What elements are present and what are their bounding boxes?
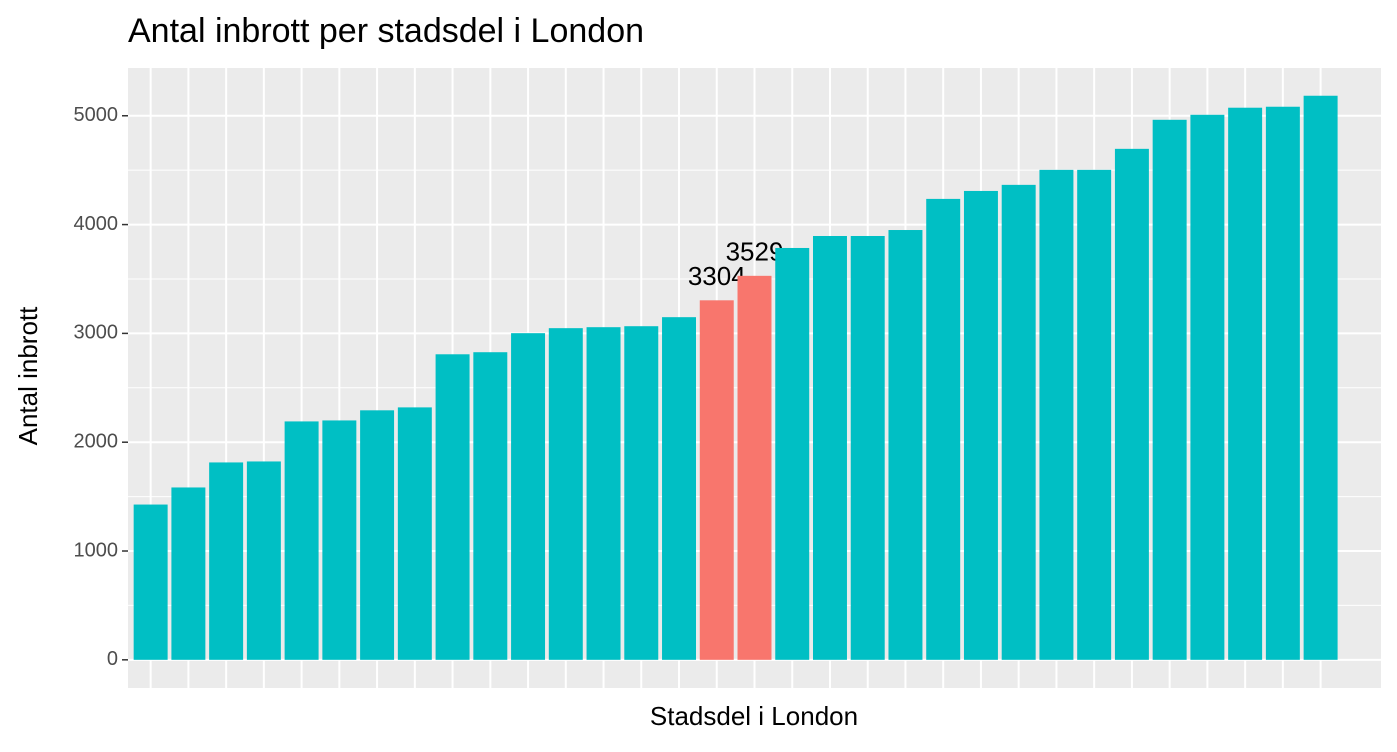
bar <box>1039 169 1074 660</box>
bar <box>926 198 961 660</box>
bar <box>1303 95 1338 660</box>
bar <box>1001 184 1036 660</box>
bar <box>246 461 281 660</box>
y-tick-label: 3000 <box>74 322 119 344</box>
bar <box>397 407 432 660</box>
bar <box>699 300 734 660</box>
bar <box>963 190 998 660</box>
data-label: 3304 <box>688 261 746 291</box>
y-tick-label: 1000 <box>74 539 119 561</box>
bar <box>1228 107 1263 660</box>
bar <box>322 420 357 660</box>
y-tick-label: 2000 <box>74 430 119 452</box>
bar <box>586 327 621 660</box>
bar <box>737 275 772 660</box>
x-axis-title: Stadsdel i London <box>650 701 858 731</box>
bar <box>548 328 583 660</box>
bar <box>284 421 319 660</box>
y-tick-label: 0 <box>107 648 118 670</box>
bar <box>888 230 923 660</box>
bar <box>1152 119 1187 660</box>
bar <box>511 333 546 660</box>
y-tick-label: 5000 <box>74 104 119 126</box>
bar <box>624 326 659 660</box>
bar <box>360 410 395 660</box>
bar <box>209 462 244 660</box>
bar <box>133 504 168 660</box>
data-label: 3529 <box>726 237 784 267</box>
y-tick-label: 4000 <box>74 213 119 235</box>
bar <box>171 487 206 660</box>
bar <box>435 354 470 660</box>
bar <box>662 317 697 660</box>
bar <box>473 352 508 660</box>
bar <box>812 236 847 660</box>
bar <box>850 236 885 660</box>
bar <box>1265 106 1300 660</box>
bar <box>775 247 810 660</box>
bar <box>1190 114 1225 660</box>
bar <box>1114 148 1149 660</box>
bar <box>1077 169 1112 660</box>
chart-title: Antal inbrott per stadsdel i London <box>128 12 644 50</box>
y-axis-title: Antal inbrott <box>13 306 43 446</box>
